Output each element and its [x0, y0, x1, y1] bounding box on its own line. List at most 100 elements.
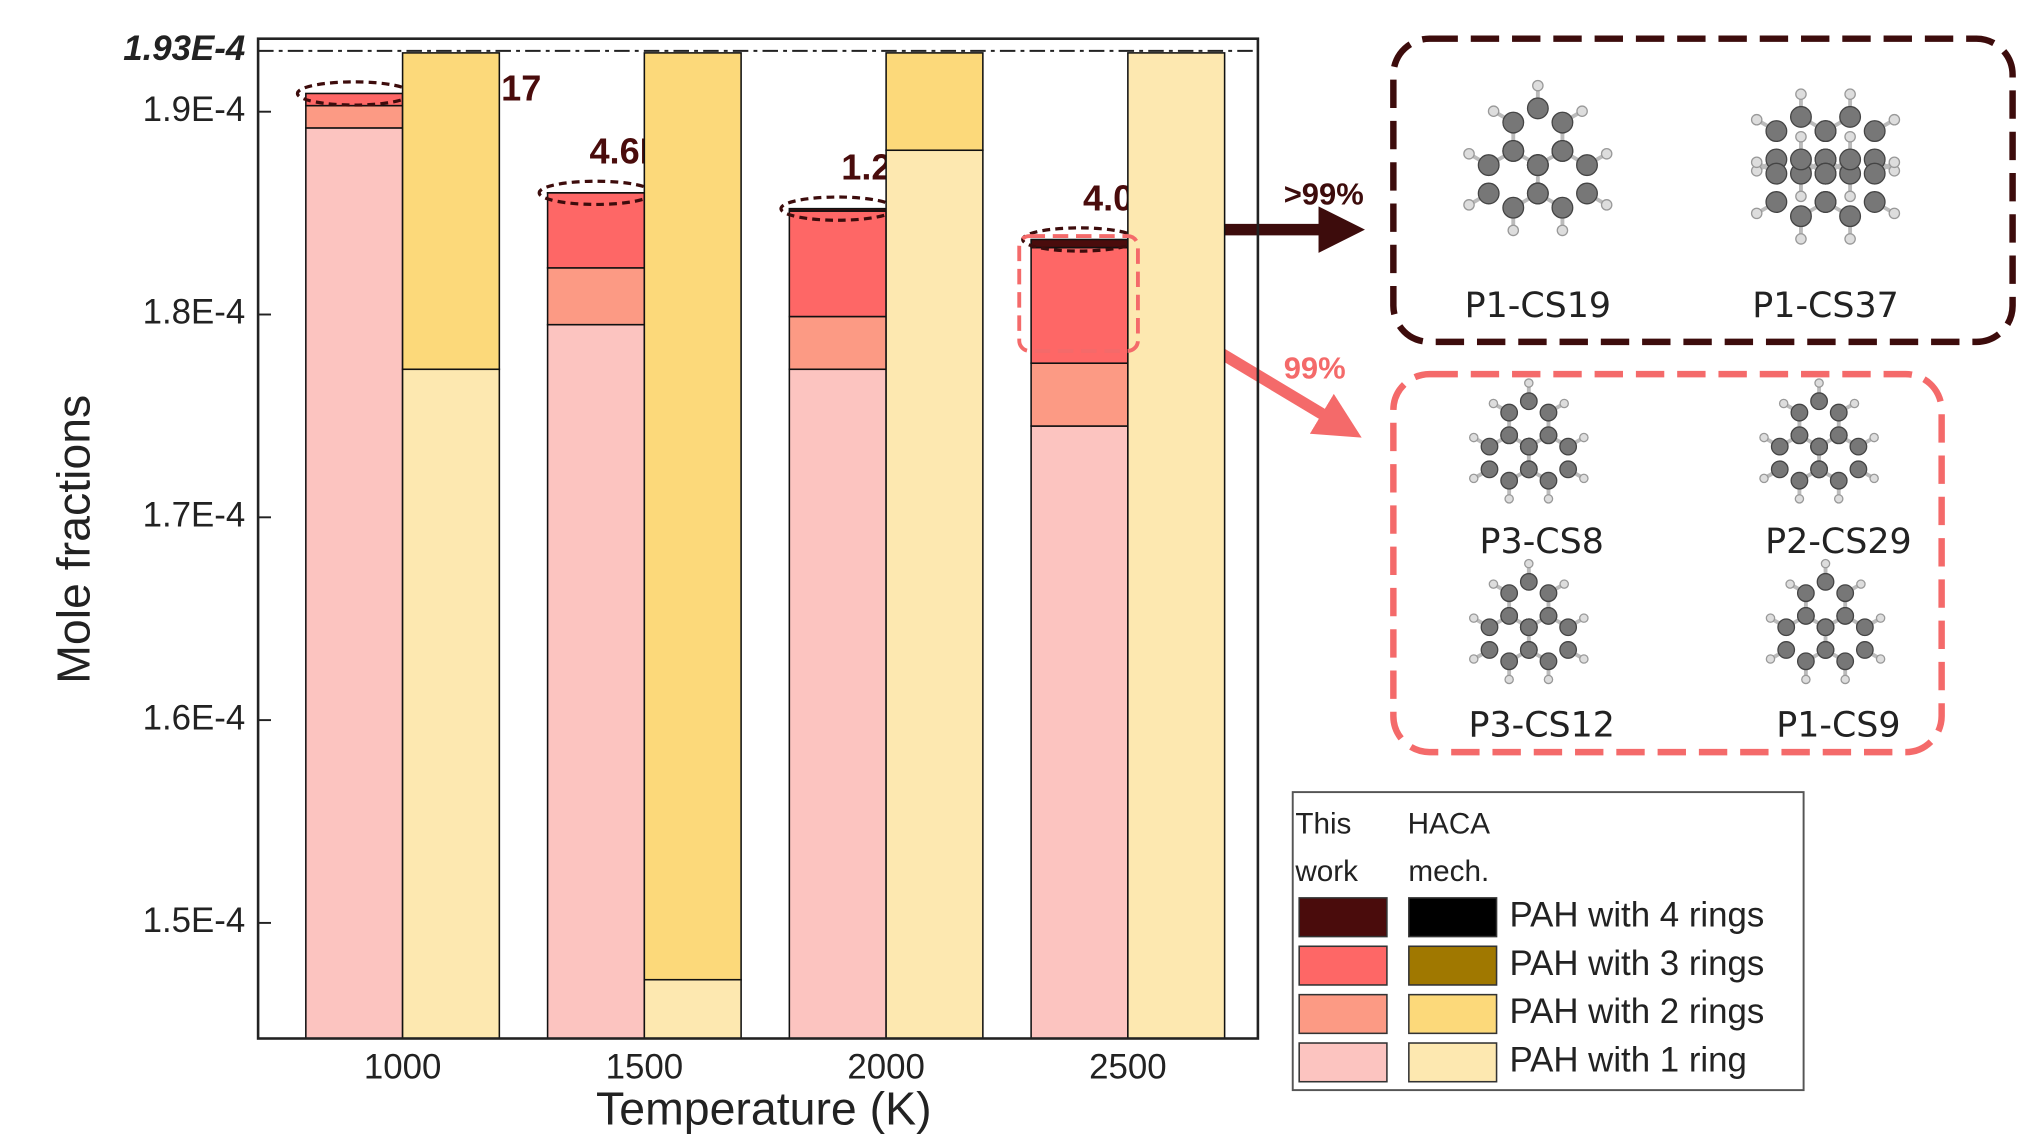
atom-c [1778, 619, 1795, 636]
atom-h [1752, 208, 1762, 218]
bar-segment [306, 106, 403, 128]
atom-c [1577, 183, 1598, 204]
atom-h [1602, 200, 1612, 210]
atom-h [1786, 580, 1794, 588]
bar-segment [1031, 426, 1128, 1038]
atom-h [1802, 675, 1810, 683]
legend-swatch [1409, 898, 1497, 937]
bar-segment [403, 369, 500, 1038]
atom-h [1876, 614, 1884, 622]
atom-h [1489, 399, 1497, 407]
structure-label: P3-CS8 [1480, 522, 1604, 562]
legend-label: PAH with 1 ring [1509, 1041, 1746, 1080]
y-tick-label: 1.7E-4 [143, 496, 246, 535]
atom-h [1577, 106, 1587, 116]
bar-segment [548, 193, 645, 268]
atom-h [1464, 149, 1474, 159]
atom-c [1798, 585, 1815, 602]
atom-c [1540, 608, 1557, 625]
atom-c [1481, 438, 1498, 455]
atom-h [1889, 157, 1899, 167]
x-tick-label: 2000 [847, 1048, 924, 1087]
y-axis-label: Mole fractions [48, 395, 100, 684]
legend-swatch [1299, 946, 1387, 985]
atom-c [1503, 141, 1524, 162]
atom-c [1840, 107, 1861, 128]
bar-segment [403, 53, 500, 369]
atom-c [1864, 121, 1885, 142]
atom-h [1525, 379, 1533, 387]
atom-c [1791, 107, 1812, 128]
atom-c [1791, 149, 1812, 170]
atom-h [1544, 675, 1552, 683]
molecule [1760, 379, 1878, 503]
bar-segment [1031, 248, 1128, 364]
atom-c [1850, 461, 1867, 478]
atom-c [1528, 155, 1549, 176]
atom-c [1481, 642, 1498, 659]
y-tick-label: 1.6E-4 [143, 698, 246, 737]
bar-segment [886, 53, 983, 150]
atom-h [1850, 399, 1858, 407]
atom-c [1503, 112, 1524, 133]
atom-c [1771, 461, 1788, 478]
bar-segment [1031, 363, 1128, 426]
atom-c [1766, 192, 1787, 213]
atom-h [1505, 495, 1513, 503]
legend-swatch [1299, 995, 1387, 1034]
bar-segment [644, 980, 741, 1039]
y-tick-label: 1.8E-4 [143, 293, 246, 332]
atom-c [1864, 163, 1885, 184]
atom-h [1795, 495, 1803, 503]
three-ring-box [1393, 374, 1941, 752]
bar-segment [1128, 53, 1225, 1039]
atom-c [1577, 155, 1598, 176]
atom-h [1796, 89, 1806, 99]
atom-c [1521, 438, 1538, 455]
atom-c [1552, 197, 1573, 218]
structure-label: P2-CS29 [1765, 522, 1911, 562]
atom-c [1791, 206, 1812, 227]
atom-h [1464, 200, 1474, 210]
atom-h [1560, 580, 1568, 588]
atom-c [1791, 404, 1808, 421]
legend-swatch [1299, 1043, 1387, 1082]
atom-c [1552, 141, 1573, 162]
atom-c [1501, 653, 1518, 670]
atom-c [1501, 427, 1518, 444]
bar-segment [548, 268, 645, 325]
bar-segment [1031, 239, 1128, 247]
legend-swatch [1409, 995, 1497, 1034]
atom-h [1580, 614, 1588, 622]
atom-c [1830, 472, 1847, 489]
atom-h [1533, 81, 1543, 91]
atom-c [1501, 585, 1518, 602]
molecule [1766, 560, 1884, 684]
atom-c [1481, 461, 1498, 478]
bar-segment [886, 150, 983, 1038]
legend-label: PAH with 4 rings [1509, 895, 1764, 934]
atom-h [1544, 495, 1552, 503]
atom-h [1796, 191, 1806, 201]
atom-c [1864, 192, 1885, 213]
legend-header: HACA mech. [1404, 800, 1520, 895]
atom-c [1837, 608, 1854, 625]
x-tick-label: 1000 [364, 1048, 441, 1087]
atom-c [1837, 585, 1854, 602]
legend-label: PAH with 3 rings [1509, 944, 1764, 983]
atom-h [1752, 157, 1762, 167]
reference-label: 1.93E-4 [123, 29, 245, 68]
atom-c [1830, 427, 1847, 444]
chart: Mole fractions Temperature (K) >99% 99% … [0, 0, 2023, 1143]
atom-h [1602, 149, 1612, 159]
annotation: >99% [1284, 176, 1364, 211]
bar-segment [789, 209, 886, 211]
atom-h [1766, 614, 1774, 622]
atom-h [1766, 655, 1774, 663]
x-tick-label: 2500 [1089, 1048, 1166, 1087]
atom-c [1798, 608, 1815, 625]
atom-h [1796, 132, 1806, 142]
atom-h [1841, 675, 1849, 683]
atom-h [1889, 115, 1899, 125]
bar-segment [548, 325, 645, 1039]
